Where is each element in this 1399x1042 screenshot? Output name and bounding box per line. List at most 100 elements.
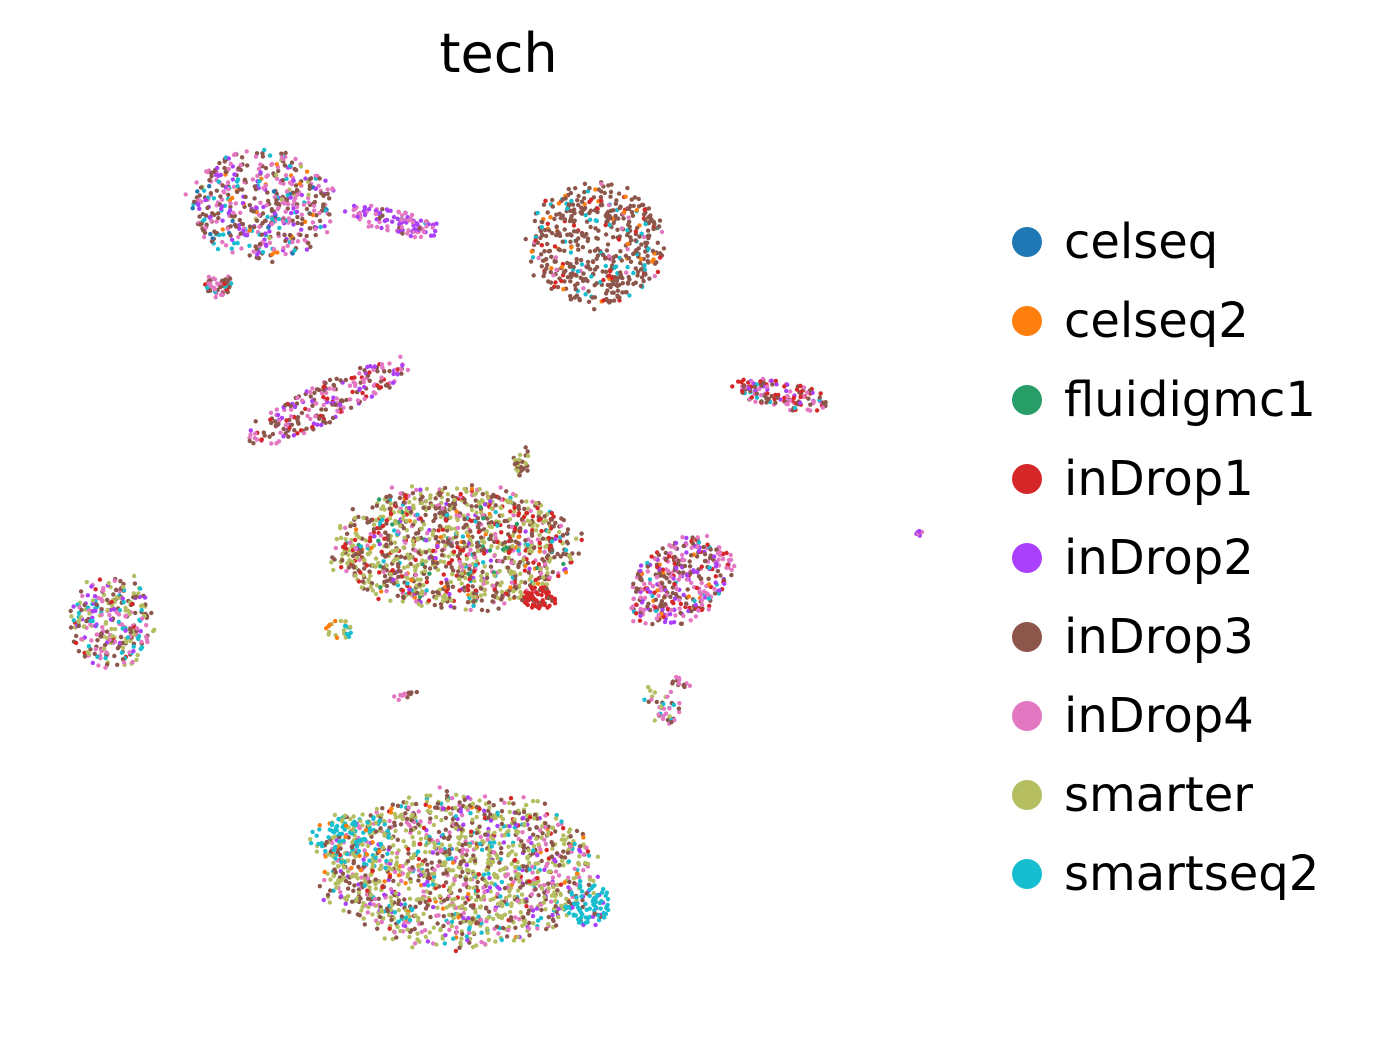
scatter-point-inDrop3 <box>371 527 377 532</box>
scatter-point-inDrop4 <box>485 837 490 842</box>
scatter-point-inDrop1 <box>367 538 372 544</box>
scatter-point-inDrop3 <box>95 638 100 643</box>
scatter-point-smarter <box>379 812 384 818</box>
scatter-point-inDrop4 <box>281 245 286 251</box>
scatter-point-smartseq2 <box>479 930 484 935</box>
scatter-point-inDrop1 <box>535 592 541 597</box>
scatter-point-inDrop1 <box>356 579 362 584</box>
scatter-point-inDrop3 <box>479 598 484 603</box>
scatter-point-inDrop4 <box>493 907 498 913</box>
scatter-point-inDrop2 <box>535 853 540 858</box>
scatter-point-smarter <box>112 626 118 632</box>
scatter-point-inDrop3 <box>380 854 385 859</box>
scatter-point-inDrop3 <box>409 818 414 823</box>
scatter-point-smarter <box>538 566 543 572</box>
scatter-point-inDrop3 <box>442 485 448 491</box>
scatter-point-inDrop3 <box>542 227 548 233</box>
scatter-point-smarter <box>470 801 476 806</box>
scatter-point-smarter <box>405 872 411 877</box>
scatter-point-inDrop4 <box>283 251 288 257</box>
scatter-point-inDrop3 <box>240 221 246 227</box>
scatter-point-inDrop3 <box>552 216 557 222</box>
scatter-point-celseq2 <box>593 187 598 192</box>
scatter-point-inDrop4 <box>676 577 681 582</box>
scatter-point-inDrop2 <box>638 568 643 574</box>
scatter-point-celseq2 <box>549 266 554 271</box>
scatter-point-inDrop3 <box>554 224 559 229</box>
scatter-point-smarter <box>401 565 407 570</box>
scatter-point-smarter <box>454 846 460 852</box>
scatter-point-inDrop3 <box>521 915 526 920</box>
scatter-point-inDrop1 <box>444 589 449 594</box>
scatter-point-inDrop3 <box>565 541 570 546</box>
scatter-point-smartseq2 <box>139 645 145 650</box>
scatter-point-inDrop4 <box>333 545 338 551</box>
scatter-point-inDrop3 <box>242 177 248 182</box>
scatter-point-inDrop4 <box>677 598 682 603</box>
scatter-point-inDrop3 <box>269 420 274 426</box>
scatter-point-smartseq2 <box>215 246 221 252</box>
scatter-point-smarter <box>409 484 415 489</box>
scatter-point-inDrop4 <box>372 896 378 902</box>
scatter-point-smarter <box>370 588 375 593</box>
scatter-point-inDrop3 <box>477 824 482 829</box>
scatter-point-smarter <box>476 499 482 505</box>
scatter-point-inDrop4 <box>581 868 586 873</box>
scatter-point-inDrop1 <box>441 572 446 577</box>
scatter-point-inDrop1 <box>310 424 315 430</box>
scatter-point-smartseq2 <box>625 264 630 270</box>
scatter-point-inDrop3 <box>496 606 501 611</box>
scatter-point-inDrop3 <box>573 186 578 191</box>
scatter-point-inDrop3 <box>331 382 336 388</box>
scatter-point-smarter <box>430 532 436 538</box>
scatter-point-inDrop1 <box>814 408 820 413</box>
scatter-point-inDrop4 <box>413 572 419 578</box>
scatter-point-inDrop3 <box>540 831 545 836</box>
scatter-point-inDrop3 <box>592 248 598 253</box>
scatter-point-inDrop3 <box>212 229 217 234</box>
scatter-point-celseq2 <box>353 527 359 532</box>
scatter-point-inDrop4 <box>121 660 127 665</box>
scatter-point-smarter <box>515 875 520 880</box>
scatter-point-inDrop3 <box>474 504 479 509</box>
scatter-point-inDrop3 <box>544 926 549 932</box>
scatter-point-inDrop3 <box>314 213 319 218</box>
scatter-point-inDrop4 <box>732 563 737 569</box>
scatter-point-inDrop3 <box>443 849 448 855</box>
scatter-point-inDrop3 <box>437 859 442 864</box>
scatter-point-inDrop2 <box>418 218 424 223</box>
scatter-point-inDrop1 <box>378 385 384 390</box>
scatter-point-inDrop4 <box>331 387 337 392</box>
scatter-point-smarter <box>338 523 343 529</box>
scatter-point-inDrop4 <box>654 575 660 580</box>
scatter-point-inDrop4 <box>310 220 316 225</box>
scatter-point-inDrop3 <box>638 575 643 580</box>
scatter-point-inDrop3 <box>611 298 617 303</box>
scatter-point-inDrop2 <box>365 364 370 370</box>
scatter-point-inDrop1 <box>536 517 542 523</box>
scatter-point-inDrop4 <box>94 632 100 637</box>
scatter-point-inDrop3 <box>378 826 383 831</box>
scatter-point-inDrop3 <box>396 574 401 579</box>
scatter-point-smarter <box>428 809 433 815</box>
scatter-point-smartseq2 <box>202 217 207 222</box>
scatter-point-inDrop3 <box>441 914 446 919</box>
scatter-point-inDrop3 <box>228 204 233 210</box>
scatter-point-inDrop3 <box>553 520 558 526</box>
scatter-point-smartseq2 <box>265 214 270 220</box>
scatter-point-inDrop3 <box>678 610 683 616</box>
scatter-point-inDrop3 <box>308 394 313 399</box>
scatter-point-smarter <box>493 939 498 944</box>
scatter-point-inDrop1 <box>443 518 449 523</box>
scatter-point-inDrop3 <box>198 222 203 227</box>
scatter-point-inDrop3 <box>520 882 526 888</box>
scatter-point-inDrop3 <box>454 540 460 546</box>
scatter-point-inDrop2 <box>331 395 336 400</box>
scatter-point-inDrop4 <box>674 586 679 592</box>
scatter-point-inDrop1 <box>379 549 384 554</box>
scatter-point-celseq2 <box>581 835 586 840</box>
scatter-point-smarter <box>329 560 334 565</box>
scatter-point-smarter <box>528 574 534 579</box>
scatter-point-inDrop3 <box>518 526 523 531</box>
scatter-point-inDrop3 <box>494 590 499 595</box>
